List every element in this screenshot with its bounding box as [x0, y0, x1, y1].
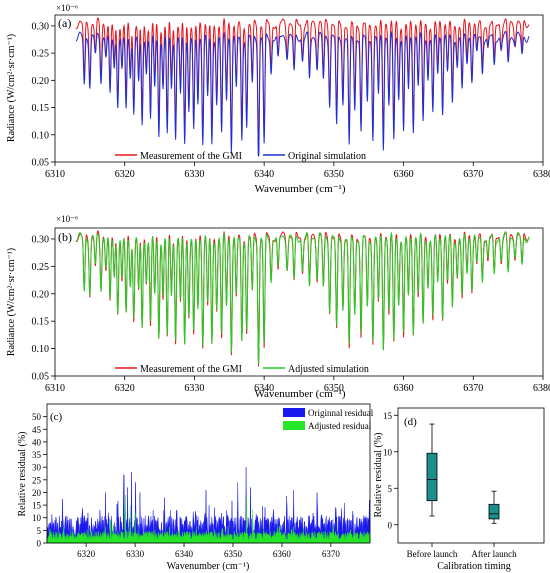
x-tick-label-b-0: 6310: [45, 383, 65, 394]
legend-label-measurement-b: Measurement of the GMI: [140, 364, 242, 375]
x-tick-label-b-4: 6350: [324, 383, 344, 394]
y-tick-label-c-6: 30: [32, 463, 42, 473]
panel-b-scale-label: ×10⁻⁶: [56, 214, 78, 224]
x-tick-label-a-2: 6330: [184, 169, 204, 180]
legend-label-adjusted-residual: Adjusted residual: [308, 421, 372, 431]
series-line-b-1: [75, 231, 530, 365]
y-tick-label-b-5: 0.30: [32, 234, 50, 245]
y-tick-label-b-0: 0.05: [32, 372, 50, 383]
series-line-a-1: [75, 30, 530, 157]
y-tick-label-d-2: 10: [383, 447, 393, 457]
panel-a-legend: Measurement of the GMI Original simulati…: [115, 151, 366, 162]
panel-c-x-axis-title: Wavenumber (cm⁻¹): [167, 561, 250, 572]
residual-area-0: [46, 467, 371, 544]
y-tick-label-c-2: 10: [32, 513, 42, 523]
panel-c-legend: Originnal residual Adjusted residual: [281, 406, 374, 433]
x-tick-label-b-2: 6330: [184, 383, 204, 394]
panel-a-y-axis-title: Radiance (W/cm²·sr·cm⁻¹): [6, 34, 17, 142]
x-tick-label-b-3: 6340: [254, 383, 274, 394]
legend-label-original-simulation: Original simulation: [288, 151, 366, 162]
y-tick-label-c-8: 40: [32, 437, 42, 447]
x-tick-label-c-0: 6320: [77, 549, 96, 559]
y-tick-label-b-1: 0.10: [32, 344, 50, 355]
legend-label-measurement: Measurement of the GMI: [140, 151, 242, 162]
y-tick-label-d-0: 0: [388, 520, 393, 530]
panel-d-label: (d): [404, 416, 417, 428]
x-tick-label-b-6: 6370: [463, 383, 483, 394]
x-tick-label-d-1: After launch: [471, 549, 517, 559]
y-tick-label-b-4: 0.25: [32, 262, 50, 273]
y-tick-label-c-5: 25: [32, 475, 42, 485]
x-tick-label-a-1: 6320: [115, 169, 135, 180]
y-tick-label-a-4: 0.25: [32, 49, 50, 60]
y-tick-label-a-2: 0.15: [32, 103, 50, 114]
legend-label-adjusted-simulation: Adjusted simulation: [288, 364, 369, 375]
x-tick-label-c-4: 6360: [273, 549, 292, 559]
x-tick-label-b-1: 6320: [115, 383, 135, 394]
residual-area-1: [46, 494, 371, 544]
x-tick-label-b-5: 6360: [394, 383, 414, 394]
y-tick-label-c-10: 50: [32, 412, 42, 422]
box-body-0: [426, 452, 438, 502]
y-tick-label-c-0: 0: [37, 539, 42, 549]
panel-a-label: (a): [58, 16, 71, 30]
y-tick-label-d-1: 5: [388, 484, 393, 494]
x-tick-label-c-2: 6340: [175, 549, 194, 559]
y-tick-label-c-1: 5: [37, 526, 42, 536]
y-tick-label-c-3: 15: [32, 501, 42, 511]
x-tick-label-a-0: 6310: [45, 169, 65, 180]
y-tick-label-c-7: 35: [32, 450, 42, 460]
x-tick-label-a-6: 6370: [463, 169, 483, 180]
x-tick-label-c-3: 6350: [224, 549, 243, 559]
x-tick-label-c-5: 6370: [322, 549, 341, 559]
panel-d: Before launch After launch 0 5 10 15 (d) Cali…: [373, 407, 545, 572]
panel-c: 6320 6330 6340 6350 6360 6370 0 5 10 15 20 25 30 35 40…: [17, 403, 374, 572]
legend-swatch-original-residual: [283, 408, 305, 417]
legend-swatch-adjusted-residual: [283, 421, 305, 430]
y-tick-label-b-2: 0.15: [32, 317, 50, 328]
box-body-1: [488, 503, 500, 520]
series-line-a-0: [75, 17, 530, 153]
panel-b-legend: Measurement of the GMI Adjusted simulati…: [115, 364, 369, 375]
x-tick-label-a-3: 6340: [254, 169, 274, 180]
panel-b-frame: [54, 227, 544, 377]
panel-d-x-axis-title: Calibration timing: [437, 561, 511, 572]
panel-d-frame: [397, 407, 545, 544]
y-tick-label-a-0: 0.05: [32, 158, 50, 169]
x-tick-label-c-1: 6330: [126, 549, 145, 559]
panel-a-frame: [54, 14, 544, 163]
x-tick-label-a-4: 6350: [324, 169, 344, 180]
y-tick-label-a-1: 0.10: [32, 130, 50, 141]
y-tick-label-d-3: 15: [383, 411, 393, 421]
y-tick-label-c-4: 20: [32, 488, 42, 498]
y-tick-label-a-3: 0.20: [32, 76, 50, 87]
panel-b-y-axis-title: Radiance (W/cm²·sr·cm⁻¹): [6, 248, 17, 356]
y-tick-label-b-3: 0.20: [32, 289, 50, 300]
panel-d-y-axis-title: Relative residual (%): [373, 433, 384, 518]
panel-a-scale-label: ×10⁻⁶: [56, 3, 78, 13]
panel-c-frame: [46, 403, 371, 544]
panel-c-y-axis-title: Relative residual (%): [17, 432, 28, 517]
y-tick-label-c-9: 45: [32, 425, 42, 435]
y-tick-label-a-5: 0.30: [32, 21, 50, 32]
panel-a-x-axis-title: Wavenumber (cm⁻¹): [255, 183, 346, 195]
legend-label-original-residual: Originnal residual: [308, 408, 374, 418]
panel-c-label: (c): [50, 411, 63, 423]
x-tick-label-a-5: 6360: [394, 169, 414, 180]
panel-b-label: (b): [58, 230, 72, 244]
x-tick-label-d-0: Before launch: [407, 549, 458, 559]
panel-b-x-axis-title: Wavenumber (cm⁻¹): [255, 388, 346, 400]
